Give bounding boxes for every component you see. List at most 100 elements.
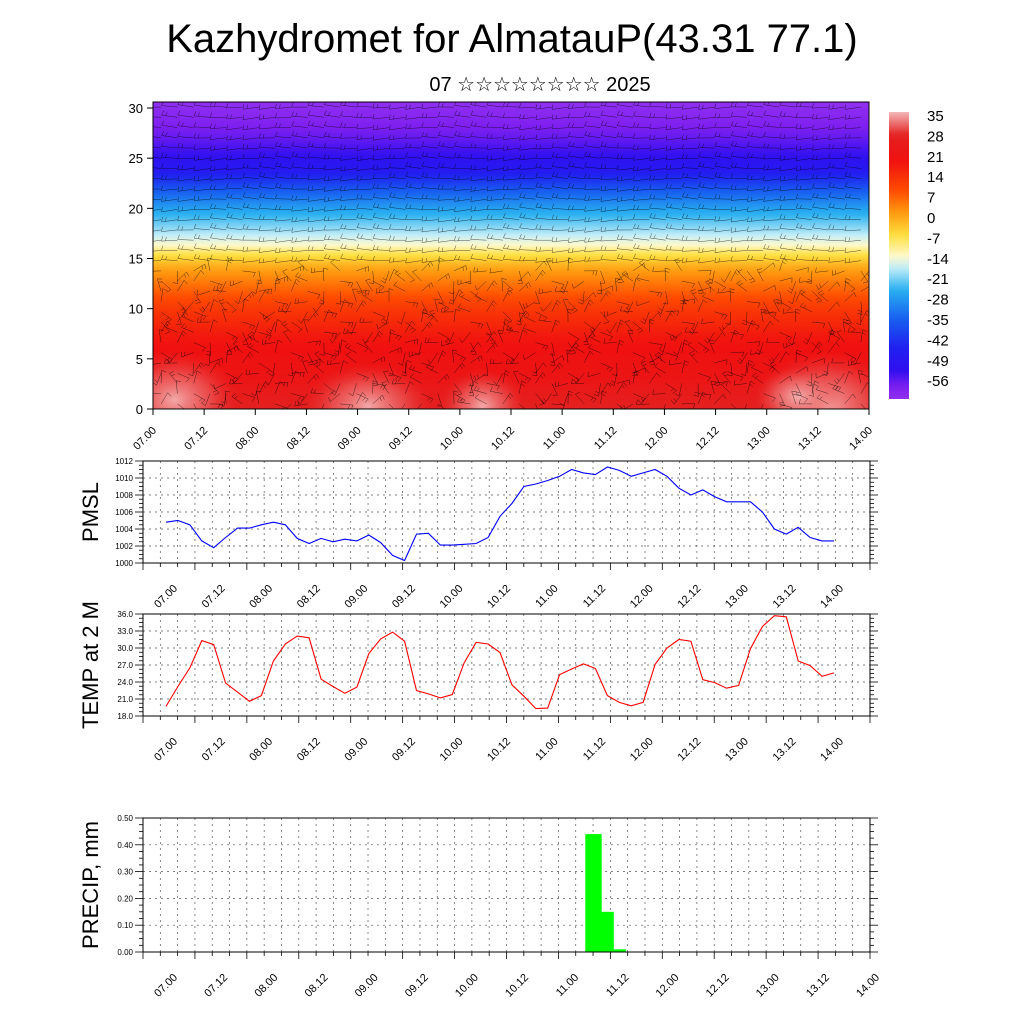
y-tick-label: 1012	[115, 457, 133, 466]
colorbar-label: 21	[927, 149, 944, 166]
colorbar-label: -14	[927, 251, 949, 268]
y-tick-label: 0.00	[117, 948, 133, 957]
y-tick-label: 30	[129, 101, 143, 116]
x-tick-label: 10.00	[438, 736, 466, 764]
precip-panel: 0.00 0.10 0.20 0.30 0.40 0.50 07.00 07.12 08.00 0…	[78, 814, 882, 1000]
x-tick-label: 09.12	[387, 425, 415, 453]
x-tick-label: 14.00	[847, 425, 875, 453]
x-tick-label: 11.12	[604, 972, 631, 999]
x-tick-label: 07.12	[202, 972, 230, 1000]
y-axis-title: TEMP at 2 M	[78, 601, 103, 729]
x-tick-label: 12.00	[628, 736, 656, 764]
cross-section-panel: 0 5 10 15 20 25 30 07.00 07.12 08.00 08.12 09.00 09.…	[129, 101, 876, 453]
x-tick-label: 08.00	[247, 583, 275, 611]
y-tick-label: 21.0	[117, 695, 133, 704]
y-tick-label: 0.50	[117, 814, 133, 823]
x-tick-label: 08.12	[295, 736, 323, 764]
x-tick-label: 07.12	[200, 736, 228, 764]
x-tick-label: 10.12	[485, 736, 513, 764]
y-tick-label: 18.0	[117, 712, 133, 721]
y-tick-label: 1008	[115, 491, 133, 500]
precip-bar	[597, 911, 614, 952]
x-tick-label: 07.12	[182, 425, 210, 453]
x-tick-label: 11.00	[533, 736, 560, 763]
precip-bar	[609, 949, 626, 952]
x-tick-label: 07.00	[152, 972, 180, 1000]
x-tick-label: 08.00	[247, 736, 275, 764]
warm-surface-areas	[153, 350, 869, 409]
colorbar-label: -49	[927, 353, 949, 370]
x-tick-label: 12.12	[694, 425, 722, 453]
page-subtitle: 07 ☆☆☆☆☆☆☆☆ 2025	[429, 74, 651, 96]
x-tick-label: 10.12	[485, 583, 513, 611]
y-tick-label: 24.0	[117, 678, 133, 687]
x-tick-label: 10.00	[438, 583, 466, 611]
y-tick-label: 27.0	[117, 661, 133, 670]
y-tick-label: 0.40	[117, 841, 133, 850]
colorbar-ramp	[889, 112, 909, 399]
y-tick-label: 1002	[115, 542, 133, 551]
grid	[143, 614, 870, 716]
y-tick-label: 15	[129, 252, 143, 267]
colorbar-label: -35	[927, 312, 949, 329]
x-tick-label: 08.00	[233, 425, 261, 453]
x-tick-label: 10.12	[503, 972, 531, 1000]
y-tick-label: 10	[129, 302, 143, 317]
colorbar-label: -7	[927, 230, 940, 247]
x-tick-label: 11.00	[541, 425, 568, 452]
x-tick-label: 11.12	[581, 583, 608, 610]
y-tick-label: 0.30	[117, 868, 133, 877]
y-axis-title: PMSL	[78, 482, 103, 542]
x-tick-label: 08.12	[295, 583, 323, 611]
x-tick-label: 14.00	[854, 972, 882, 1000]
x-tick-label: 13.00	[723, 583, 751, 611]
y-tick-label: 1010	[115, 474, 133, 483]
y-tick-label: 30.0	[117, 644, 133, 653]
x-tick-label: 13.00	[754, 972, 782, 1000]
pmsl-panel: 1000 1002 1004 1006 1008 1010 1012 07.00 07.12 08…	[78, 457, 878, 611]
x-tick-label: 12.12	[704, 972, 732, 1000]
x-tick-label: 13.12	[804, 972, 832, 1000]
x-tick-label: 13.00	[745, 425, 773, 453]
pmsl-series-line	[165, 466, 834, 562]
grid	[143, 818, 870, 952]
x-tick-label: 13.00	[723, 736, 751, 764]
x-tick-label: 12.00	[654, 972, 682, 1000]
x-tick-label: 13.12	[796, 425, 824, 453]
temp-panel: 18.0 21.0 24.0 27.0 30.0 33.0 36.0 07.00 07.12 08…	[78, 601, 878, 764]
colorbar-label: -21	[927, 271, 949, 288]
minor-ticks	[135, 817, 878, 959]
colorbar-label: -56	[927, 373, 949, 390]
x-tick-label: 10.00	[438, 425, 466, 453]
y-tick-label: 33.0	[117, 627, 133, 636]
colorbar-label: -28	[927, 292, 949, 309]
y-tick-label: 25	[129, 151, 143, 166]
x-tick-label: 09.00	[342, 583, 370, 611]
x-tick-label: 07.00	[152, 583, 180, 611]
x-tick-label: 13.12	[771, 583, 799, 611]
y-tick-label: 1004	[115, 525, 133, 534]
x-tick-label: 09.00	[353, 972, 381, 1000]
x-tick-label: 08.12	[285, 425, 313, 453]
y-tick-label: 36.0	[117, 610, 133, 619]
x-tick-label: 10.00	[453, 972, 481, 1000]
colorbar-label: -42	[927, 332, 949, 349]
x-tick-label: 11.12	[581, 736, 608, 763]
y-tick-label: 0	[136, 402, 143, 417]
y-tick-label: 20	[129, 201, 143, 216]
minor-ticks	[135, 460, 878, 570]
grid	[143, 461, 870, 563]
x-tick-label: 12.00	[628, 583, 656, 611]
x-tick-label: 09.12	[403, 972, 431, 1000]
x-tick-label: 09.12	[390, 736, 418, 764]
y-axis-title: PRECIP, mm	[78, 821, 103, 949]
x-tick-label: 11.00	[554, 972, 581, 999]
x-tick-label: 11.12	[592, 425, 619, 452]
colorbar-label: 7	[927, 190, 935, 207]
x-tick-label: 12.12	[675, 736, 703, 764]
colorbar-label: 14	[927, 169, 944, 186]
page-title: Kazhydromet for AlmatauP(43.31 77.1)	[166, 17, 858, 61]
colorbar-label: 35	[927, 108, 944, 125]
x-tick-label: 09.00	[336, 425, 364, 453]
